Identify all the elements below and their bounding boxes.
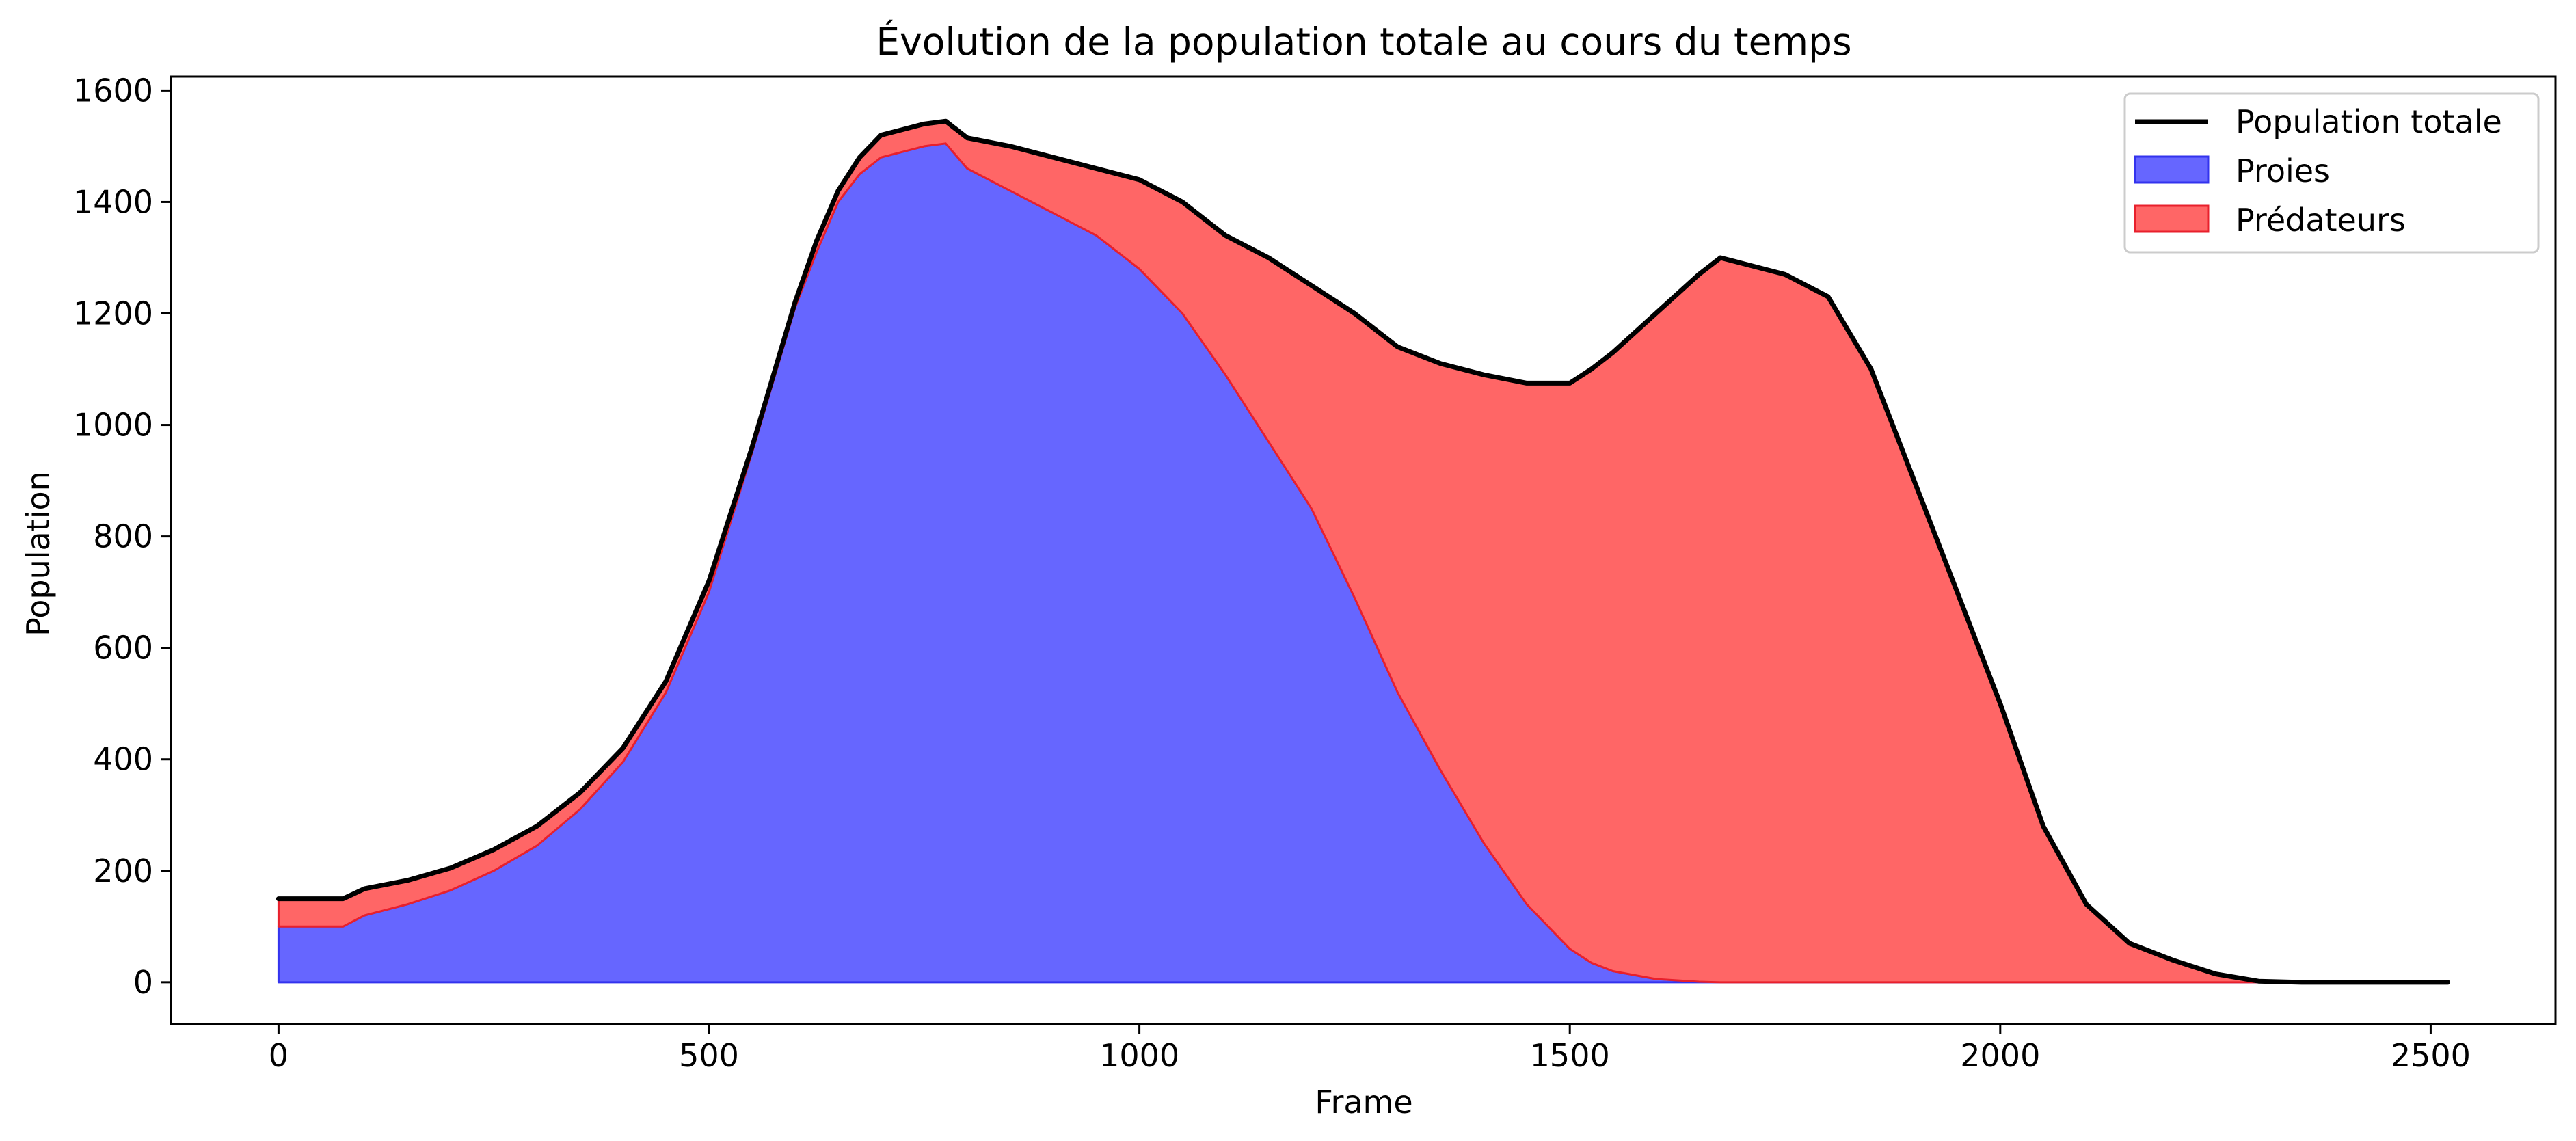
chart-title: Évolution de la population totale au cou… (876, 20, 1851, 64)
x-tick-label: 500 (679, 1037, 739, 1074)
y-axis-label: Population (20, 471, 57, 636)
legend-predator-swatch (2134, 204, 2210, 233)
legend-total-label: Population totale (2236, 103, 2502, 140)
x-axis-ticks: 0 500 1000 1500 2000 2500 (269, 1024, 2471, 1074)
total-population-line (276, 118, 2451, 985)
legend-entry-prey: Proies (2134, 152, 2330, 189)
legend-entry-total: Population totale (2135, 103, 2502, 140)
y-tick-label: 600 (93, 630, 153, 667)
x-tick-label: 2500 (2391, 1037, 2471, 1074)
y-tick-label: 800 (93, 518, 153, 555)
y-tick-label: 1400 (73, 183, 153, 220)
y-axis-ticks: 0 200 400 600 800 1000 1200 1400 1600 (73, 72, 171, 1001)
legend: Population totale Proies Prédateurs (2123, 92, 2540, 254)
plot-area (276, 118, 2451, 985)
x-tick-label: 1000 (1099, 1037, 1179, 1074)
x-tick-label: 1500 (1530, 1037, 1610, 1074)
legend-prey-swatch (2134, 155, 2210, 184)
legend-entry-predator: Prédateurs (2134, 202, 2406, 239)
x-tick-label: 0 (269, 1037, 289, 1074)
y-tick-label: 0 (133, 964, 153, 1001)
x-axis-label: Frame (1315, 1084, 1412, 1120)
x-tick-label: 2000 (1960, 1037, 2040, 1074)
y-tick-label: 1200 (73, 295, 153, 332)
y-tick-label: 1600 (73, 72, 153, 109)
axes-frame (170, 75, 2557, 1025)
y-tick-label: 200 (93, 853, 153, 889)
legend-predator-label: Prédateurs (2236, 202, 2406, 239)
legend-prey-label: Proies (2236, 152, 2330, 189)
legend-box (2123, 92, 2540, 254)
y-tick-label: 400 (93, 741, 153, 778)
total-series-layer (276, 118, 2451, 985)
y-tick-label: 1000 (73, 407, 153, 444)
